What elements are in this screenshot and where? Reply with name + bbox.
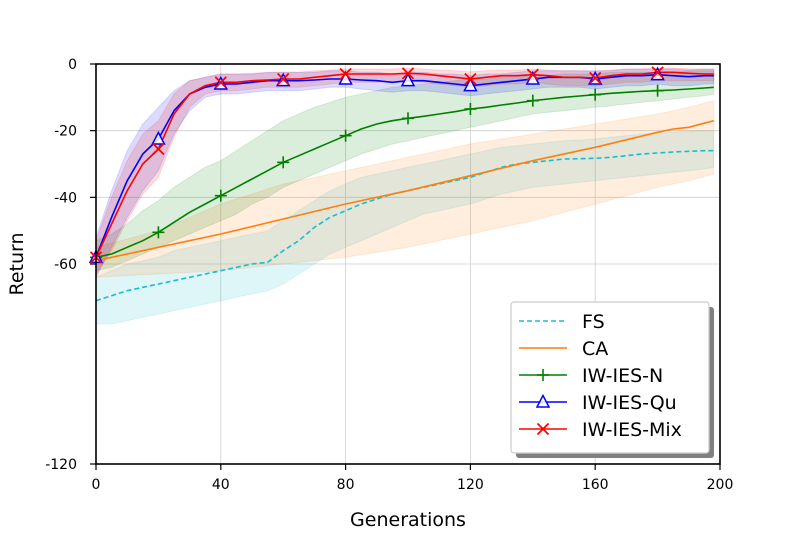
- axis-ticks: 0 40 80 120 160 200 0 -20 -40 -60 -120: [45, 57, 733, 493]
- marker-iw-ies-n: [152, 226, 165, 239]
- legend: FS CA IW-IES-N IW-IES-Qu IW-IES-Mix: [510, 301, 714, 458]
- marker-iw-ies-mix: [589, 71, 602, 85]
- legend-marker-iw-ies-qu: [535, 393, 551, 408]
- legend-marker-iw-ies-mix: [536, 422, 550, 436]
- legend-marker-iw-ies-n: [537, 369, 549, 381]
- legend-label-ca: CA: [582, 338, 608, 360]
- marker-iw-ies-qu: [151, 130, 166, 145]
- x-tick-label: 160: [582, 477, 609, 493]
- y-tick-label: -120: [45, 457, 77, 473]
- marker-iw-ies-qu: [463, 77, 478, 92]
- marker-iw-ies-mix: [277, 72, 290, 86]
- marker-iw-ies-qu: [400, 72, 416, 87]
- line-ca: [96, 119, 715, 262]
- marker-iw-ies-mix: [651, 66, 664, 79]
- y-tick-label: -40: [54, 190, 77, 206]
- marker-iw-ies-n: [651, 84, 664, 97]
- marker-iw-ies-n: [277, 156, 290, 169]
- legend-label-iw-ies-qu: IW-IES-Qu: [582, 392, 677, 414]
- y-tick-label: -20: [54, 124, 77, 140]
- band-fs: [96, 130, 715, 325]
- y-tick-label: 0: [68, 57, 77, 73]
- marker-iw-ies-mix: [401, 67, 415, 80]
- x-axis-label: Generations: [350, 509, 466, 531]
- legend-box: [510, 301, 710, 454]
- legend-label-fs: FS: [582, 311, 605, 333]
- marker-iw-ies-n: [526, 94, 539, 107]
- y-axis-label: Return: [6, 232, 28, 295]
- marker-iw-ies-mix: [152, 142, 165, 156]
- legend-label-iw-ies-mix: IW-IES-Mix: [582, 419, 682, 441]
- marker-iw-ies-n: [214, 189, 227, 202]
- x-tick-label: 200: [707, 477, 734, 493]
- band-ca: [96, 100, 715, 278]
- legend-label-iw-ies-n: IW-IES-N: [582, 365, 663, 387]
- marker-iw-ies-n: [402, 112, 414, 125]
- marker-iw-ies-n: [464, 103, 477, 115]
- marker-iw-ies-mix: [526, 68, 539, 81]
- band-iw-ies-mix: [96, 67, 715, 275]
- marker-iw-ies-qu: [650, 66, 665, 81]
- x-tick-label: 120: [457, 477, 484, 493]
- marker-iw-ies-n: [339, 129, 352, 142]
- band-iw-ies-qu: [96, 68, 715, 278]
- confidence-bands: [96, 67, 715, 325]
- y-tick-label: -60: [54, 257, 77, 273]
- marker-iw-ies-mix: [214, 76, 227, 89]
- line-fs: [96, 149, 714, 302]
- x-tick-label: 80: [337, 477, 355, 493]
- marker-iw-ies-n: [589, 88, 602, 101]
- x-tick-label: 0: [92, 477, 101, 493]
- marker-iw-ies-mix: [339, 67, 352, 81]
- x-tick-label: 40: [212, 477, 230, 493]
- marker-iw-ies-mix: [464, 72, 477, 86]
